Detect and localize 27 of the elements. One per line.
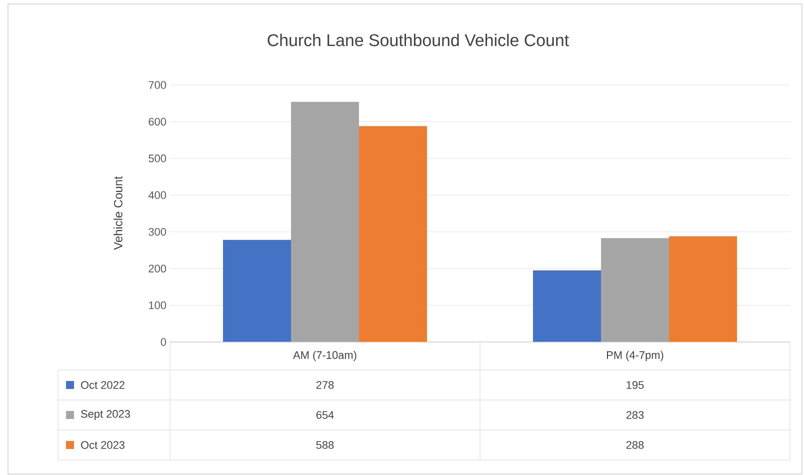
- bar: [669, 236, 738, 342]
- data-label: 195: [626, 381, 644, 389]
- legend-label: Oct 2023: [81, 441, 125, 449]
- bar: [359, 126, 428, 342]
- y-tick-label: 600: [148, 118, 166, 126]
- bar: [223, 240, 292, 342]
- y-axis-title: Vehicle Count: [114, 176, 122, 250]
- legend-label: Sept 2023: [81, 410, 130, 420]
- y-tick-label: 200: [148, 264, 166, 272]
- bar: [601, 238, 670, 342]
- data-label: 278: [316, 381, 334, 389]
- data-label: 654: [316, 411, 334, 419]
- x-tick-label: PM (4-7pm): [606, 350, 664, 362]
- chart-title: Church Lane Southbound Vehicle Count: [268, 34, 569, 46]
- data-label: 588: [316, 441, 334, 449]
- bar: [533, 270, 602, 342]
- bar: [291, 102, 360, 342]
- y-tick-label: 300: [148, 228, 166, 236]
- data-label: 288: [626, 441, 644, 449]
- x-tick-label: AM (7-10am): [293, 350, 356, 362]
- y-tick-label: 400: [148, 191, 166, 200]
- legend-label: Oct 2022: [81, 381, 124, 389]
- y-tick-label: 700: [148, 81, 166, 89]
- y-tick-label: 0: [160, 338, 166, 346]
- data-label: 283: [626, 411, 644, 419]
- y-tick-label: 500: [148, 154, 166, 162]
- y-tick-label: 100: [149, 301, 166, 310]
